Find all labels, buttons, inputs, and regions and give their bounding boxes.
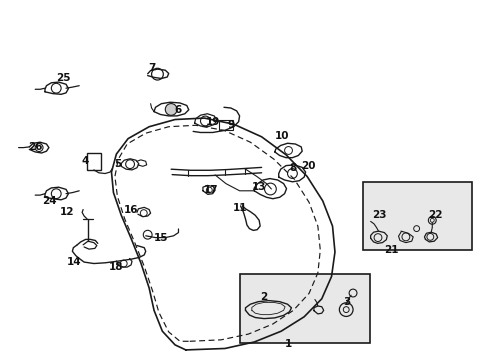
Text: 8: 8 — [289, 163, 296, 174]
Text: 2: 2 — [260, 292, 267, 302]
Text: 15: 15 — [154, 233, 168, 243]
Circle shape — [165, 104, 177, 115]
Text: 24: 24 — [42, 196, 57, 206]
Text: 4: 4 — [81, 156, 89, 166]
Text: 6: 6 — [175, 105, 182, 115]
Text: 11: 11 — [232, 203, 246, 213]
Text: 14: 14 — [67, 257, 81, 267]
Text: 10: 10 — [274, 131, 288, 141]
Bar — [86, 153, 101, 170]
Bar — [362, 182, 471, 250]
Text: 22: 22 — [427, 210, 442, 220]
Text: 3: 3 — [343, 297, 350, 307]
Text: 23: 23 — [371, 210, 386, 220]
Text: 13: 13 — [251, 182, 266, 192]
Text: 21: 21 — [383, 245, 398, 255]
Text: 25: 25 — [56, 73, 71, 84]
Bar — [239, 274, 369, 343]
Text: 7: 7 — [147, 63, 155, 73]
Text: 1: 1 — [285, 339, 291, 349]
Text: 17: 17 — [203, 185, 218, 195]
Text: 20: 20 — [300, 161, 315, 171]
Text: 5: 5 — [114, 159, 121, 169]
Text: 18: 18 — [108, 262, 123, 273]
Text: 19: 19 — [205, 117, 220, 127]
Bar — [218, 120, 233, 130]
Text: 9: 9 — [227, 120, 234, 130]
Text: 26: 26 — [28, 142, 42, 152]
Text: 16: 16 — [123, 204, 138, 215]
Text: 12: 12 — [60, 207, 75, 217]
